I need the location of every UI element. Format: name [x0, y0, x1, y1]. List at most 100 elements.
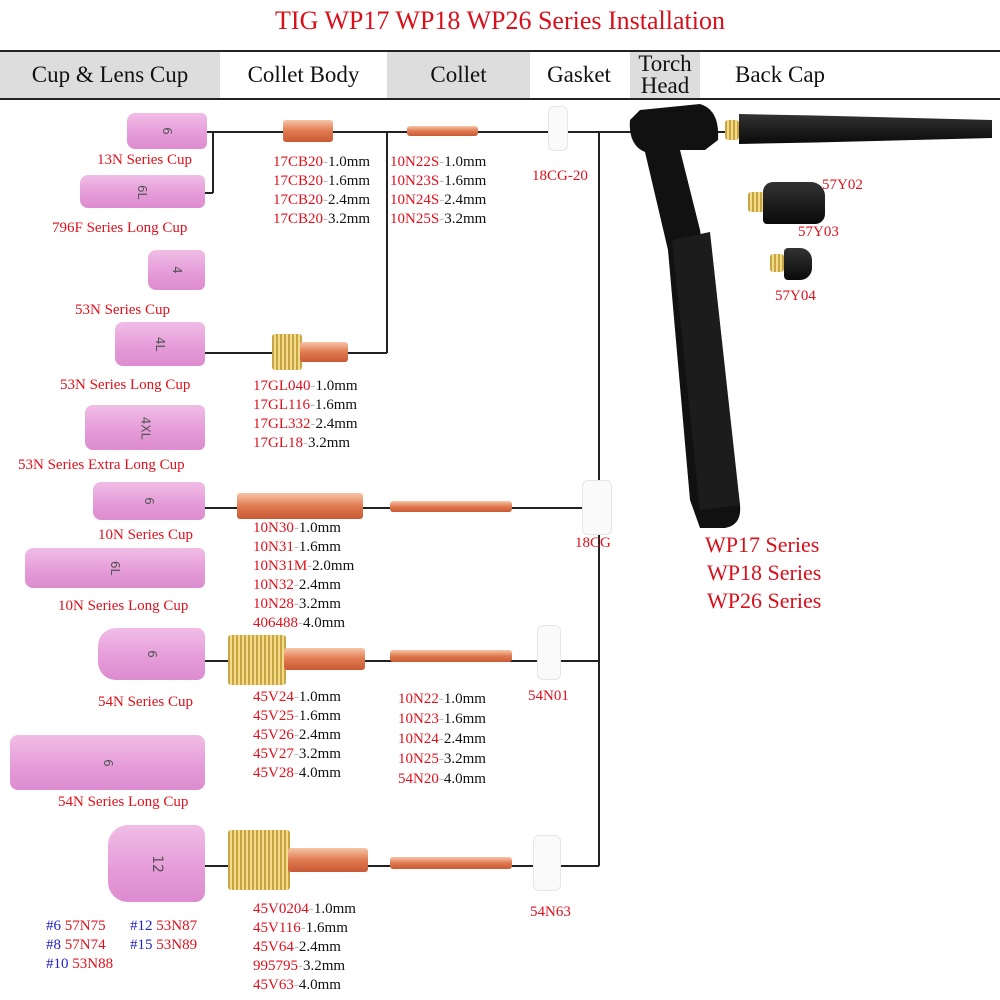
- part-size: 2.4mm: [323, 192, 370, 208]
- part-size: 2.4mm: [294, 577, 341, 593]
- page-title: TIG WP17 WP18 WP26 Series Installation: [275, 6, 725, 35]
- part-size: 2.4mm: [439, 731, 486, 747]
- part-size: 1.6mm: [439, 173, 486, 189]
- part-code: 406488: [253, 615, 298, 631]
- part-number-row: 4064884.0mm: [253, 614, 354, 633]
- part-code: 10N24: [398, 731, 439, 747]
- part-size: 1.6mm: [301, 920, 348, 936]
- part-code: 17CB20: [273, 173, 324, 189]
- gasket-18cg-20: [548, 106, 568, 151]
- part-code: 54N20: [398, 771, 439, 787]
- part-number-row: 9957953.2mm: [253, 957, 356, 976]
- header-cup: Cup & Lens Cup: [0, 52, 220, 98]
- part-size: 1.0mm: [294, 689, 341, 705]
- torch-grip: [672, 232, 740, 510]
- connector-line: [205, 192, 213, 194]
- connector-line: [386, 131, 388, 353]
- part-size: 3.2mm: [303, 435, 350, 451]
- back-cap-57y02: [739, 114, 992, 144]
- cup-label: 54N Series Long Cup: [58, 794, 189, 810]
- back-cap-thread: [770, 254, 784, 272]
- part-code: 45V26: [253, 727, 294, 743]
- part-number-row: 45V634.0mm: [253, 976, 356, 995]
- part-code: 10N25: [398, 751, 439, 767]
- header-gasket: Gasket: [547, 62, 611, 87]
- part-size: 3.2mm: [298, 958, 345, 974]
- part-number-row: 10N311.6mm: [253, 538, 354, 557]
- cup-label: 10N Series Long Cup: [58, 598, 189, 614]
- gasket-label: 54N63: [530, 904, 571, 920]
- gas-lens-45v: [228, 635, 286, 685]
- cup-53n-extra-long: 4XL: [85, 405, 205, 450]
- part-code: 45V64: [253, 939, 294, 955]
- cup-label: 53N Series Long Cup: [60, 377, 191, 393]
- part-code: 10N28: [253, 596, 294, 612]
- part-code: 10N23: [398, 711, 439, 727]
- part-code: 45V116: [253, 920, 301, 936]
- part-size: 1.6mm: [323, 173, 370, 189]
- part-number-row: 10N231.6mm: [398, 709, 486, 729]
- part-size: 1.0mm: [439, 154, 486, 170]
- part-number-row: 45V284.0mm: [253, 764, 341, 783]
- part-code: 17GL332: [253, 416, 311, 432]
- part-code: 10N22: [398, 691, 439, 707]
- part-size: 2.0mm: [307, 558, 354, 574]
- gas-lens-45v-large-tip: [288, 848, 368, 872]
- part-size: 1.6mm: [310, 397, 357, 413]
- back-cap-thread: [725, 120, 739, 140]
- part-code: 10N30: [253, 520, 294, 536]
- gasket-label: 18CG: [575, 535, 611, 551]
- back-cap-57y03: [763, 182, 825, 224]
- part-number-row: 10N22S1.0mm: [390, 153, 486, 172]
- part-number-row: 10N221.0mm: [398, 689, 486, 709]
- part-number-row: 45V642.4mm: [253, 938, 356, 957]
- part-number-row: 10N25S3.2mm: [390, 210, 486, 229]
- gas-lens-45v-tip: [284, 648, 365, 670]
- cup-53n: 4: [148, 250, 205, 290]
- part-number-row: 17GL0401.0mm: [253, 377, 358, 396]
- back-cap-thread: [748, 192, 764, 212]
- part-code: 17GL040: [253, 378, 311, 394]
- part-code: 45V63: [253, 977, 294, 993]
- gas-lens-17gl: [272, 334, 302, 370]
- part-code: 45V0204: [253, 901, 309, 917]
- gasket-54n01: [537, 625, 561, 680]
- part-number-row: 10N23S1.6mm: [390, 172, 486, 191]
- part-number-row: 45V02041.0mm: [253, 900, 356, 919]
- large-cup-entry: #15 53N89: [130, 937, 198, 953]
- cup-label: 53N Series Cup: [75, 302, 170, 318]
- gas-lens-list: 45V241.0mm45V251.6mm45V262.4mm45V273.2mm…: [253, 688, 341, 783]
- cup-label: 796F Series Long Cup: [52, 220, 188, 236]
- large-cup-entry: #6 57N75: [46, 918, 106, 934]
- collet: [390, 650, 512, 662]
- back-cap-label: 57Y02: [822, 177, 863, 193]
- part-number-row: 10N283.2mm: [253, 595, 354, 614]
- part-size: 4.0mm: [439, 771, 486, 787]
- part-code: 17GL18: [253, 435, 303, 451]
- cup-label: 13N Series Cup: [97, 152, 192, 168]
- part-number-row: 10N242.4mm: [398, 729, 486, 749]
- gas-lens-list: 45V02041.0mm45V1161.6mm 45V642.4mm9957953…: [253, 900, 356, 995]
- part-number-row: 10N31M2.0mm: [253, 557, 354, 576]
- part-size: 1.0mm: [323, 154, 370, 170]
- cup-53n-long: 4L: [115, 322, 205, 366]
- large-cup-entry: #10 53N88: [46, 956, 114, 972]
- gasket-18cg: [582, 480, 612, 535]
- part-number-row: 10N322.4mm: [253, 576, 354, 595]
- collet-list: 10N22S1.0mm10N23S1.6mm10N24S2.4mm10N25S3…: [390, 153, 486, 229]
- series-label: WP26 Series: [707, 588, 822, 613]
- part-size: 3.2mm: [294, 596, 341, 612]
- part-code: 45V24: [253, 689, 294, 705]
- part-number-row: 45V262.4mm: [253, 726, 341, 745]
- connector-line: [207, 131, 987, 133]
- part-size: 4.0mm: [294, 977, 341, 993]
- part-number-row: 10N301.0mm: [253, 519, 354, 538]
- part-number-row: 17CB202.4mm: [273, 191, 370, 210]
- large-cup-entry: #8 57N74: [46, 937, 106, 953]
- cup-54n-long: 6: [10, 735, 205, 790]
- part-size: 1.0mm: [439, 691, 486, 707]
- part-code: 10N31: [253, 539, 294, 555]
- part-number-row: 45V273.2mm: [253, 745, 341, 764]
- cup-13n: 6: [127, 113, 207, 149]
